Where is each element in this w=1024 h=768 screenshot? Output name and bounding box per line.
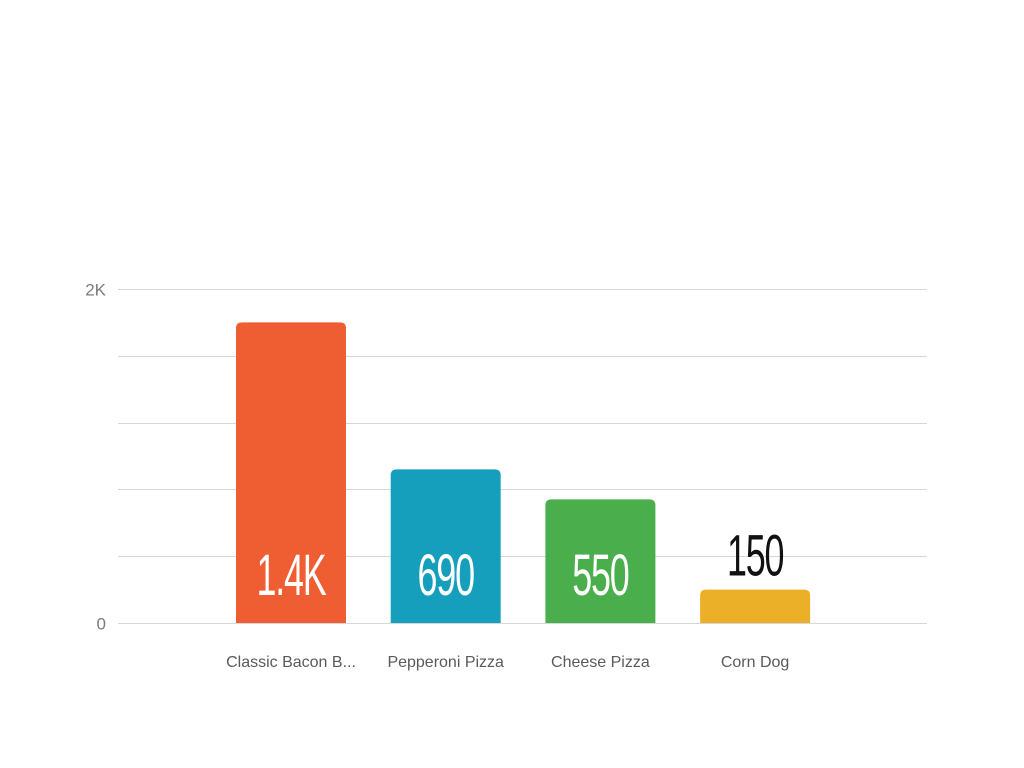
y-tick-label: 2K xyxy=(85,281,106,300)
bars xyxy=(236,322,811,623)
x-axis-labels: Classic Bacon B... Pepperoni Pizza Cheese … xyxy=(226,654,789,671)
data-label: 1.4K xyxy=(256,543,326,608)
x-tick-label: Cheese Pizza xyxy=(551,654,650,671)
data-label: 550 xyxy=(572,543,628,608)
bar xyxy=(236,322,346,623)
bar xyxy=(545,499,656,623)
bar xyxy=(700,589,811,623)
data-labels: 1.4K 690 550 150 xyxy=(256,524,784,608)
x-tick-label: Corn Dog xyxy=(721,654,789,671)
x-tick-label: Pepperoni Pizza xyxy=(387,654,504,671)
y-tick-label: 0 xyxy=(97,615,106,634)
bar xyxy=(390,469,501,623)
data-label: 690 xyxy=(418,543,474,608)
y-axis-ticks: 0 2K xyxy=(85,281,106,634)
x-tick-label: Classic Bacon B... xyxy=(226,654,356,671)
data-label: 150 xyxy=(727,524,783,589)
